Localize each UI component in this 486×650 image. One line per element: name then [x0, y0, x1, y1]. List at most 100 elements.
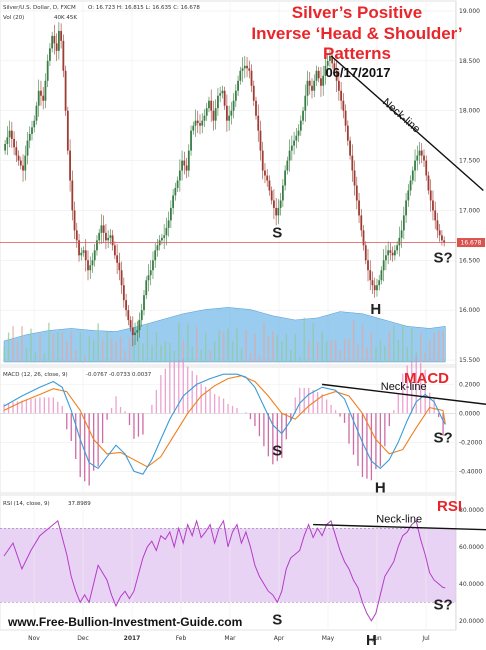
macd-hist-bar — [30, 399, 32, 414]
volume-bar — [339, 350, 341, 362]
candle-body — [369, 270, 372, 281]
macd-hist-bar — [343, 413, 346, 423]
macd-hist-bar — [124, 411, 126, 414]
rsi-tick-label: 80.0000 — [459, 507, 484, 514]
volume-bar — [236, 328, 238, 362]
volume-bar — [258, 355, 261, 362]
candle-body — [371, 280, 374, 286]
volume-bar — [294, 333, 296, 362]
candle-body — [96, 240, 98, 251]
candle-body — [127, 310, 130, 321]
macd-hist-bar — [106, 413, 108, 420]
candle-body — [19, 160, 22, 166]
candle-body — [217, 95, 219, 109]
candle-body — [340, 90, 343, 101]
macd-hist-bar — [213, 394, 216, 414]
volume-bar — [375, 347, 377, 362]
price-tick-label: 18.000 — [459, 108, 480, 115]
candle-body — [10, 130, 13, 139]
volume-bar — [66, 341, 68, 362]
volume-bar — [213, 341, 216, 362]
macd-hist-bar — [384, 413, 386, 447]
candle-body — [140, 310, 143, 321]
volume-bar — [97, 323, 99, 362]
volume-bar — [272, 331, 274, 362]
volume-bar — [334, 339, 337, 362]
macd-values: -0.0767 -0.0733 0.0037 — [86, 372, 152, 378]
last-price-badge — [457, 238, 485, 248]
rsi-panel-title: RSI — [437, 498, 462, 515]
volume-bar — [182, 340, 184, 362]
candle-body — [346, 125, 349, 141]
axis-tick-labels: Nov Dec 2017 Feb Mar Apr May Jun Jul 15.500 16.000… — [28, 8, 484, 642]
x-tick-label: 2017 — [124, 635, 141, 642]
symbol-legend: Silver/U.S. Dollar, D, FXCM — [3, 5, 76, 11]
neckline-label: Neck-line — [381, 381, 427, 393]
volume-bar — [151, 345, 153, 362]
candle-body — [284, 170, 287, 186]
volume-bar — [290, 349, 292, 362]
macd-hist-bar — [84, 413, 86, 482]
volume-bar — [43, 353, 46, 362]
rsi-tick-label: 60.0000 — [459, 544, 484, 551]
candle-body — [111, 235, 114, 246]
candle-body — [423, 155, 425, 161]
candle-body — [120, 270, 123, 286]
volume-bar — [317, 342, 319, 362]
candle-body — [73, 210, 76, 231]
macd-hist-bar — [182, 359, 184, 414]
macd-hist-bar — [191, 370, 193, 414]
macd-hist-bar — [312, 389, 314, 414]
macd-hist-bar — [79, 413, 81, 478]
macd-hist-bar — [39, 397, 41, 414]
candle-body — [326, 60, 329, 66]
candle-body — [122, 285, 125, 301]
candle-body — [154, 250, 157, 261]
volume-bar — [110, 338, 113, 362]
neckline — [321, 383, 486, 405]
volume-bar — [285, 333, 288, 362]
candle-body — [44, 80, 47, 101]
macd-hist-bar — [437, 413, 440, 418]
candle-body — [169, 207, 172, 221]
volume-bar — [191, 346, 193, 362]
volume-area — [3, 307, 446, 363]
x-tick-label: Feb — [176, 635, 187, 642]
volume-bar — [352, 320, 355, 362]
macd-hist-bar — [205, 386, 207, 414]
volume-bar — [348, 339, 350, 362]
candle-body — [37, 90, 40, 106]
volume-bar — [299, 356, 301, 362]
pattern-label: S — [272, 224, 282, 241]
macd-line — [3, 373, 446, 475]
candle-body — [317, 70, 320, 79]
candle-body — [320, 78, 322, 86]
volume-bar — [39, 333, 41, 362]
candle-body — [49, 48, 51, 61]
macd-hist-bar — [254, 413, 256, 427]
candle-body — [208, 100, 210, 109]
candle-body — [295, 135, 298, 141]
candle-body — [308, 80, 311, 86]
candle-body — [125, 300, 127, 311]
volume-bar — [388, 331, 391, 362]
macd-hist-bar — [222, 398, 225, 414]
volume-bar — [366, 347, 368, 362]
volume-bar — [276, 334, 279, 362]
volume-bar — [254, 334, 256, 362]
candle-body — [102, 225, 105, 233]
volume-bar — [321, 331, 323, 362]
macd-hist-bar — [155, 389, 158, 414]
volume-bar — [397, 340, 400, 362]
candle-body — [82, 250, 85, 253]
volume-bar — [420, 332, 422, 362]
candle-body — [414, 160, 416, 171]
candle-body — [100, 225, 103, 233]
macd-hist-bar — [379, 413, 382, 467]
candle-body — [46, 60, 49, 81]
pattern-label: H — [366, 632, 377, 649]
candle-body — [13, 138, 15, 148]
macd-legend: MACD (12, 26, close, 9) — [3, 372, 68, 378]
candle-body — [187, 150, 190, 171]
